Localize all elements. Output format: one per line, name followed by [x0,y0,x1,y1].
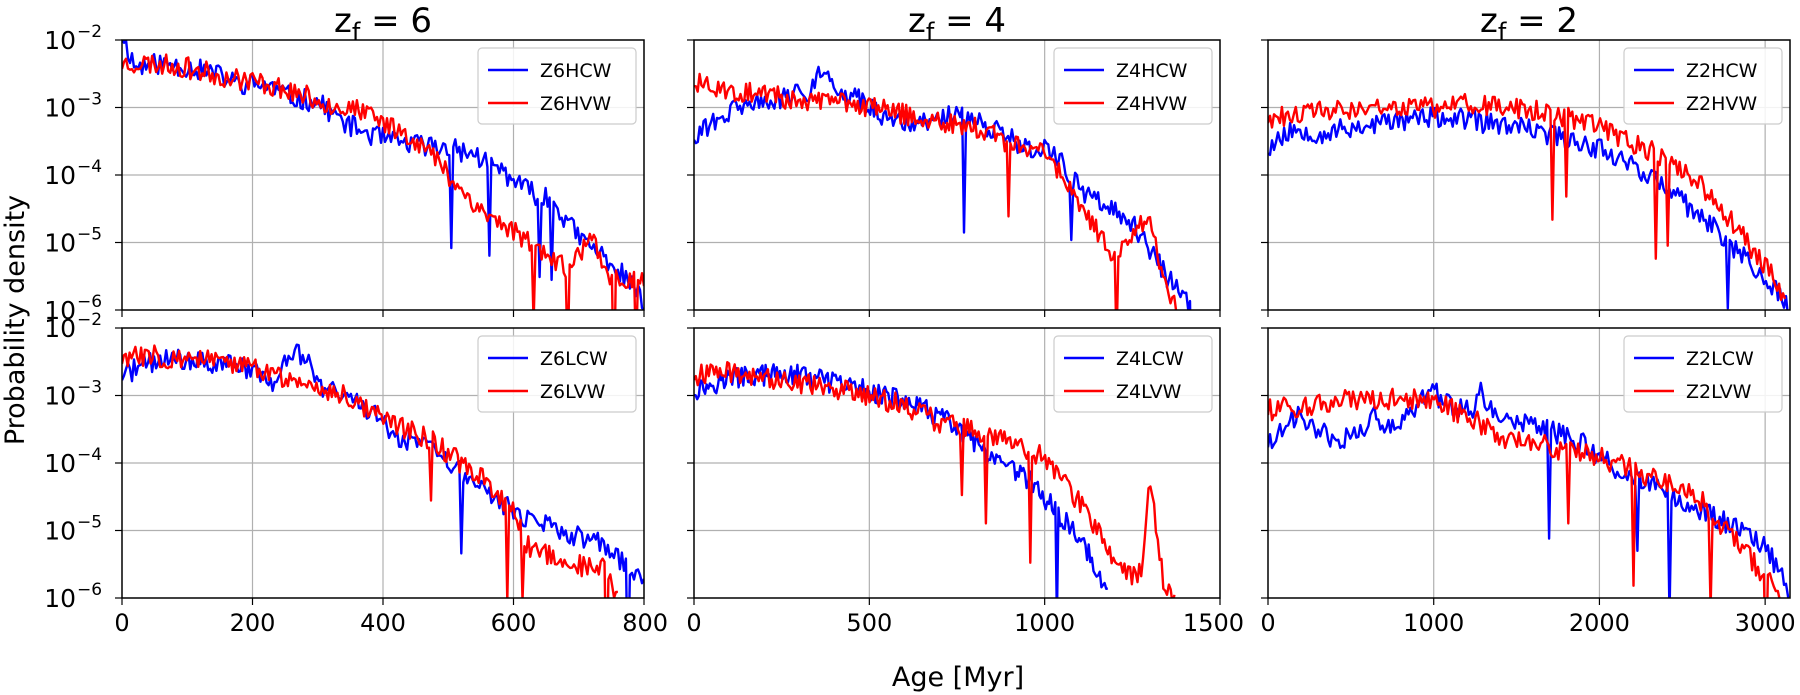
legend: Z2HCW Z2HVW [1623,47,1783,125]
y-axis-label: Probability density [0,195,31,445]
panel-3: zf = 2 Z2HCW Z2HVW [1261,1,1791,317]
legend-entry: Z4HVW [1116,93,1187,115]
panel-5: 0 500 1000 1500 Z4LCW Z4LVW [686,327,1244,637]
x-tick-label: 0 [114,609,129,637]
y-tick-exponent: −5 [77,513,102,533]
legend-box [1053,47,1213,125]
legend-entry: Z2LVW [1686,381,1752,403]
x-tick-label: 600 [491,609,537,637]
y-tick-label: 10 [44,382,76,411]
legend: Z2LCW Z2LVW [1623,335,1783,413]
panel-6: 0 1000 2000 3000 Z2LCW Z2LVW [1260,327,1796,637]
x-tick-label: 2000 [1569,609,1630,637]
y-tick-label: 10 [44,26,76,55]
x-tick-label: 500 [846,609,892,637]
series-line-Z6LVW [122,344,618,598]
series-line-Z2HVW [1268,92,1787,302]
series-line-Z4LVW [694,361,1176,598]
y-tick-label: 10 [44,584,76,613]
legend-entry: Z6LVW [540,381,606,403]
series-line-Z4HVW [694,72,1178,310]
legend-entry: Z4LVW [1116,381,1182,403]
legend: Z4HCW Z4HVW [1053,47,1213,125]
x-tick-label: 400 [360,609,406,637]
series-line-Z2LCW [1268,381,1790,598]
legend-box [477,335,637,413]
legend: Z4LCW Z4LVW [1053,335,1213,413]
y-tick-label: 10 [44,314,76,343]
legend-box [477,47,637,125]
series-line-Z2LVW [1268,387,1781,598]
y-tick-exponent: −2 [77,22,102,42]
y-tick-label: 10 [44,517,76,546]
legend-entry: Z2HCW [1686,60,1758,82]
legend-entry: Z6HVW [540,93,611,115]
x-tick-label: 0 [686,609,701,637]
y-tick-exponent: −6 [77,292,102,312]
legend: Z6LCW Z6LVW [477,335,637,413]
x-tick-label: 1500 [1183,609,1244,637]
y-tick-label: 10 [44,296,76,325]
legend: Z6HCW Z6HVW [477,47,637,125]
x-tick-label: 200 [230,609,276,637]
series-line-Z2HCW [1268,106,1789,310]
x-tick-label: 3000 [1735,609,1796,637]
x-tick-label: 800 [622,609,668,637]
x-tick-label: 1000 [1403,609,1464,637]
x-tick-label: 1000 [1014,609,1075,637]
y-tick-exponent: −2 [77,310,102,330]
legend-entry: Z4HCW [1116,60,1188,82]
series-line-Z6HVW [122,53,644,310]
y-tick-exponent: −3 [77,90,102,110]
legend-entry: Z4LCW [1116,348,1184,370]
y-tick-exponent: −4 [77,445,102,465]
y-tick-exponent: −5 [77,225,102,245]
y-tick-exponent: −3 [77,378,102,398]
x-tick-label: 0 [1260,609,1275,637]
panel-title: zf = 6 [334,1,432,46]
legend-entry: Z2LCW [1686,348,1754,370]
y-tick-label: 10 [44,449,76,478]
legend-box [1623,47,1783,125]
y-tick-label: 10 [44,161,76,190]
y-tick-label: 10 [44,94,76,123]
legend-box [1623,335,1783,413]
legend-entry: Z6HCW [540,60,612,82]
panel-title: zf = 2 [1480,1,1578,46]
legend-box [1053,335,1213,413]
legend-entry: Z6LCW [540,348,608,370]
y-tick-label: 10 [44,229,76,258]
y-tick-exponent: −4 [77,157,102,177]
panel-title: zf = 4 [908,1,1006,46]
panel-2: zf = 4 Z4HCW Z4HVW [687,1,1221,317]
y-tick-exponent: −6 [77,580,102,600]
legend-entry: Z2HVW [1686,93,1757,115]
x-axis-label: Age [Myr] [892,662,1024,693]
